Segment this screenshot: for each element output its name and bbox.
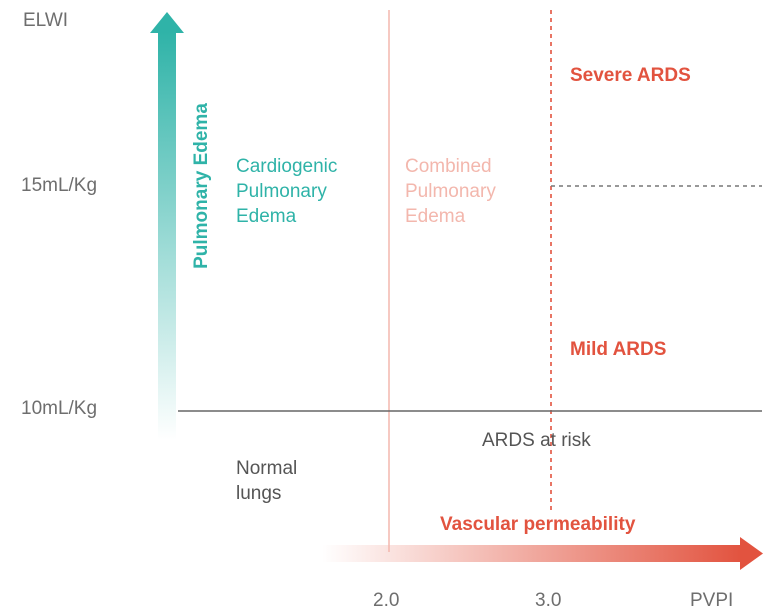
y-tick-10: 10mL/Kg (21, 398, 98, 419)
pulmonary-edema-label: Pulmonary Edema (191, 103, 212, 269)
vascular-permeability-label: Vascular permeability (440, 514, 636, 535)
x-tick-3: 3.0 (535, 590, 562, 611)
ards-at-risk-label: ARDS at risk (482, 430, 591, 451)
mild-ards-label: Mild ARDS (570, 339, 667, 360)
y-tick-15: 15mL/Kg (21, 175, 98, 196)
x-tick-2: 2.0 (373, 590, 400, 611)
severe-ards-label: Severe ARDS (570, 65, 691, 86)
x-axis-label: PVPI (690, 590, 734, 611)
vascular-permeability-arrow (322, 537, 763, 570)
y-axis-label: ELWI (23, 10, 69, 31)
pulmonary-edema-arrow (150, 12, 184, 440)
